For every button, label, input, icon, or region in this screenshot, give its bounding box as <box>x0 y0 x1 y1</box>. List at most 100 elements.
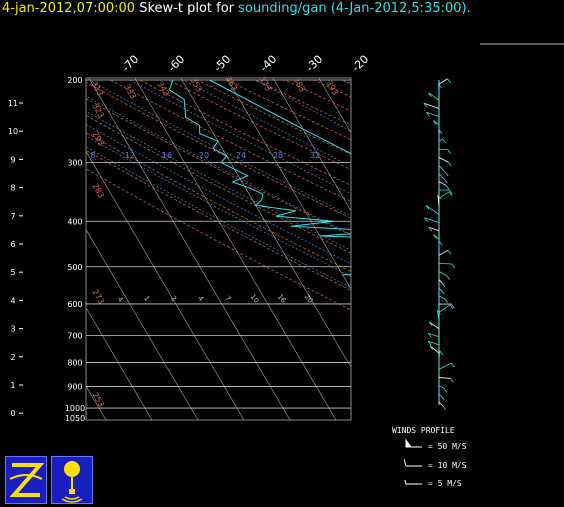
winds-legend-5: = 5 M/S <box>428 479 462 488</box>
wind-barb-flag <box>450 378 453 382</box>
mixing-ratio-label: 20 <box>303 293 315 305</box>
height-km-tick-label: 0 <box>10 409 15 418</box>
wind-barb-flag <box>441 396 444 400</box>
wind-barb-shaft <box>439 139 443 141</box>
mixing-ratio-line <box>484 304 564 418</box>
wind-barb-shaft <box>439 250 448 255</box>
isotherm-line <box>457 78 564 420</box>
dry-adiabat-label: 383 <box>291 76 306 94</box>
plot-frame <box>86 78 351 420</box>
logo-group <box>5 456 97 504</box>
moist-adiabat-label: 16 <box>162 151 172 160</box>
winds-legend-50: = 50 M/S <box>428 442 467 451</box>
moist-adiabat-line <box>9 80 564 418</box>
moist-adiabat-line <box>420 80 564 418</box>
moist-adiabat-line <box>343 80 564 418</box>
moist-adiabat-label: 8 <box>90 151 95 160</box>
wind-barb-flag <box>445 172 448 176</box>
wind-barb-flag <box>442 283 445 287</box>
temperature-tick-top: -70 <box>119 53 141 75</box>
mixing-ratio-label: 4 <box>196 294 205 303</box>
temperature-tick-top: -40 <box>257 53 279 75</box>
wind-barb-flag <box>446 185 449 189</box>
isotherm-line <box>549 78 564 420</box>
half-barb-legend-icon <box>405 480 406 484</box>
moist-adiabat-line <box>183 80 564 418</box>
dry-adiabat-line <box>256 80 564 418</box>
pressure-tick-label: 1000 <box>65 404 85 413</box>
wind-barb-shaft <box>439 272 447 276</box>
moist-adiabat-label: 20 <box>199 151 209 160</box>
wind-barb-flag <box>447 276 450 280</box>
temperature-profile-line <box>210 80 564 408</box>
pressure-tick-label: 200 <box>67 76 82 85</box>
pressure-tick-label: 300 <box>67 159 82 168</box>
wind-barb-shaft <box>439 305 450 313</box>
wind-barb-shaft <box>439 79 448 84</box>
pressure-tick-label: 1050 <box>65 414 85 423</box>
mixing-ratio-label: .4 <box>114 294 125 305</box>
chart-label-layer: 2003004005006007008009001000105011109876… <box>8 0 384 423</box>
wind-barb-shaft <box>439 192 449 198</box>
wind-barb-shaft <box>439 402 443 406</box>
temperature-tick-top: -20 <box>349 53 371 75</box>
dry-adiabat-line <box>53 80 564 418</box>
mixing-ratio-label: 10 <box>249 293 261 305</box>
dry-adiabat-line <box>343 80 564 418</box>
pressure-tick-label: 800 <box>67 359 82 368</box>
wind-barb-flag <box>448 162 451 166</box>
wind-barb-shaft <box>439 363 451 369</box>
dry-adiabat-label: 273 <box>90 288 105 306</box>
pressure-tick-label: 900 <box>67 383 82 392</box>
height-km-tick-label: 6 <box>10 240 15 249</box>
pressure-tick-label: 700 <box>67 331 82 340</box>
dry-adiabat-label: 333 <box>122 83 137 101</box>
mixing-ratio-label: 7 <box>223 294 232 303</box>
wind-barb-shaft <box>439 157 448 162</box>
wind-barb-shaft <box>439 378 450 379</box>
mixing-ratio-layer <box>438 304 564 418</box>
winds-legend-symbols <box>404 436 426 496</box>
moist-adiabat-line <box>89 80 564 418</box>
dry-adiabat-line <box>111 80 564 418</box>
height-km-tick-label: 8 <box>10 184 15 193</box>
mixing-ratio-label: 2 <box>169 294 178 303</box>
isotherm-line <box>43 78 244 420</box>
isotherm-line <box>0 78 152 420</box>
dry-adiabat-line <box>198 80 564 418</box>
wind-barb-shaft <box>429 322 439 329</box>
isotherm-line <box>89 78 290 420</box>
full-barb-legend-icon <box>404 459 406 466</box>
dry-adiabat-line <box>372 80 564 418</box>
dry-adiabat-line <box>140 80 564 418</box>
wind-barb-shaft <box>429 93 440 101</box>
moist-adiabat-label: 28 <box>273 151 283 160</box>
moist-adiabat-label: 24 <box>236 151 246 160</box>
dry-adiabat-label: 253 <box>90 391 105 409</box>
dry-adiabat-line <box>430 80 564 418</box>
winds-legend-10: = 10 M/S <box>428 461 467 470</box>
moist-adiabat-line <box>57 80 564 418</box>
height-km-tick-label: 5 <box>10 268 15 277</box>
wind-barb-flag <box>449 190 452 194</box>
pressure-tick-label: 600 <box>67 300 82 309</box>
moist-adiabat-layer <box>0 80 564 418</box>
mixing-ratio-label: 1 <box>142 294 151 303</box>
wind-barb-shaft <box>439 174 444 180</box>
wind-barb-flag <box>444 388 447 392</box>
dry-adiabat-line <box>82 80 564 418</box>
winds-profile-layer <box>424 79 455 410</box>
wind-barb-shaft <box>426 206 439 215</box>
moist-adiabat-label: 32 <box>310 151 320 160</box>
wind-barb-flag <box>448 79 451 83</box>
pressure-tick-label: 400 <box>67 217 82 226</box>
winds-profile-title: WINDS PROFILE <box>392 426 455 435</box>
pennant-legend-icon <box>406 440 411 447</box>
wind-barb-flag <box>444 179 447 183</box>
temperature-tick-top: -30 <box>303 53 325 75</box>
wind-barb-shaft <box>439 182 446 185</box>
mixing-ratio-line <box>521 304 564 418</box>
mixing-ratio-label: 16 <box>276 293 288 305</box>
wind-barb-flag <box>448 250 451 254</box>
dry-adiabat-label: 283 <box>90 182 105 200</box>
